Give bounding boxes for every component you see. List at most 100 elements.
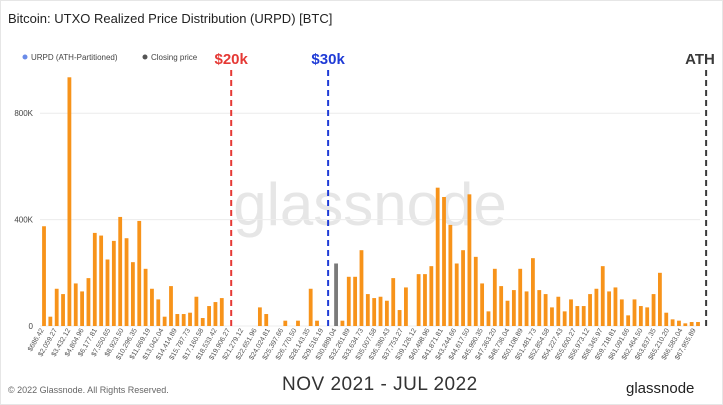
urpd-bar <box>492 268 497 326</box>
urpd-bar <box>486 311 491 326</box>
urpd-bar <box>588 294 592 326</box>
urpd-bar <box>626 315 631 326</box>
urpd-bar <box>429 266 434 326</box>
urpd-bar <box>207 306 211 326</box>
urpd-bar <box>105 259 110 326</box>
legend-label: URPD (ATH-Partitioned) <box>31 53 118 62</box>
legend-label: Closing price <box>151 53 198 62</box>
urpd-bar <box>384 300 389 326</box>
urpd-bar <box>435 187 440 326</box>
urpd-bar <box>645 307 650 326</box>
urpd-bar <box>518 268 523 326</box>
urpd-bar <box>581 306 586 326</box>
urpd-bar <box>86 278 91 326</box>
urpd-bar <box>372 298 377 326</box>
urpd-bar <box>181 314 186 326</box>
urpd-bar <box>340 320 345 326</box>
urpd-bar <box>219 298 224 326</box>
urpd-bar <box>80 291 84 326</box>
closing-price-bar <box>334 263 338 326</box>
urpd-bar <box>562 311 567 326</box>
marker-label-30k: $30k <box>311 51 345 68</box>
urpd-bar <box>54 288 59 326</box>
urpd-bar <box>607 291 612 326</box>
urpd-bar <box>531 258 535 326</box>
urpd-bar <box>73 283 78 326</box>
urpd-bar <box>391 278 396 326</box>
urpd-bar <box>619 299 624 326</box>
legend-urpd-marker <box>22 54 28 60</box>
urpd-bar <box>543 294 548 326</box>
urpd-bar <box>346 276 351 326</box>
urpd-bar <box>467 194 472 326</box>
urpd-bar <box>264 314 269 326</box>
urpd-bar <box>499 286 504 326</box>
chart-title: Bitcoin: UTXO Realized Price Distributio… <box>8 11 333 26</box>
urpd-bar <box>600 266 605 326</box>
urpd-bar <box>130 262 135 326</box>
urpd-bar <box>594 288 599 326</box>
urpd-bar <box>137 220 142 326</box>
urpd-bar <box>111 240 116 326</box>
urpd-bar <box>638 306 643 326</box>
urpd-bar <box>200 318 205 326</box>
urpd-bar <box>404 287 408 326</box>
urpd-bar <box>296 320 300 326</box>
urpd-bar <box>689 322 694 326</box>
urpd-bar <box>569 299 573 326</box>
urpd-bar <box>124 238 129 326</box>
urpd-bar <box>175 314 180 326</box>
urpd-bar <box>632 299 637 326</box>
urpd-bar <box>61 294 65 326</box>
period-caption: NOV 2021 - JUL 2022 <box>282 374 478 395</box>
copyright-text: © 2022 Glassnode. All Rights Reserved. <box>8 385 169 395</box>
brand-logo: glassnode <box>626 380 695 397</box>
y-tick-label: 0 <box>29 322 34 331</box>
y-tick-label: 800K <box>14 109 33 118</box>
urpd-bar <box>473 256 478 326</box>
urpd-bar <box>213 302 218 326</box>
urpd-bar <box>162 316 167 326</box>
urpd-bar <box>397 310 402 326</box>
urpd-bar <box>448 224 453 326</box>
urpd-bar <box>92 232 97 326</box>
urpd-bar <box>670 319 675 326</box>
urpd-bar <box>575 306 580 326</box>
urpd-bar <box>99 235 104 326</box>
urpd-bar <box>150 288 154 326</box>
urpd-bar <box>480 283 485 326</box>
urpd-bar <box>505 300 510 326</box>
urpd-bar <box>550 307 554 326</box>
urpd-bar <box>664 312 669 326</box>
urpd-bar <box>658 272 662 326</box>
urpd-bar <box>423 274 427 326</box>
urpd-bar <box>315 320 319 326</box>
urpd-bar <box>454 263 459 326</box>
marker-label-20k: $20k <box>215 51 249 68</box>
urpd-bar <box>156 299 161 326</box>
urpd-bar <box>308 288 313 326</box>
urpd-bar <box>651 294 656 326</box>
urpd-bar <box>42 226 46 326</box>
urpd-bar <box>537 290 542 326</box>
urpd-bar <box>257 307 262 326</box>
urpd-bar <box>365 294 370 326</box>
marker-label-ath: ATH <box>685 51 715 68</box>
urpd-bar <box>118 216 123 326</box>
urpd-bar <box>194 296 199 326</box>
urpd-bar <box>524 291 529 326</box>
urpd-bar <box>143 268 148 326</box>
urpd-bar <box>683 323 688 326</box>
urpd-bar <box>378 296 383 326</box>
urpd-bar <box>461 250 465 326</box>
urpd-bar <box>556 296 561 326</box>
urpd-bar <box>48 316 53 326</box>
urpd-bar <box>511 290 516 326</box>
y-tick-label: 400K <box>14 216 33 225</box>
urpd-bar <box>696 322 700 326</box>
legend-closing-marker <box>142 54 148 60</box>
urpd-bar <box>169 286 173 326</box>
urpd-bar <box>416 274 421 326</box>
urpd-bar <box>677 320 681 326</box>
